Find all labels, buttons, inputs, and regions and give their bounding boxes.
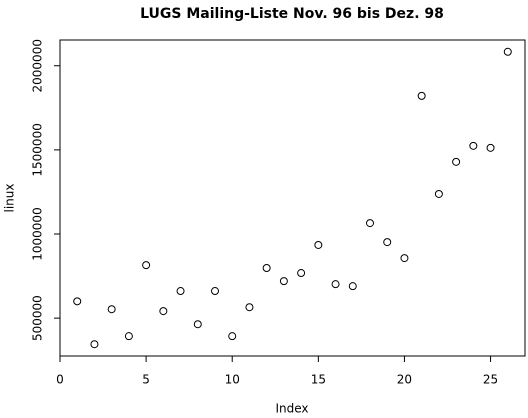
point [262, 263, 271, 272]
y-tick-label: 2000000 [31, 39, 45, 92]
point [400, 254, 409, 263]
point [297, 269, 306, 278]
point [245, 303, 254, 312]
y-tick-label: 1000000 [31, 207, 45, 260]
chart-title: LUGS Mailing-Liste Nov. 96 bis Dez. 98 [140, 6, 444, 22]
point [314, 240, 323, 249]
point [348, 282, 357, 291]
point [452, 157, 461, 166]
point [107, 305, 116, 314]
point [434, 189, 443, 198]
point [331, 280, 340, 289]
point [469, 141, 478, 150]
point [73, 297, 82, 306]
point [417, 91, 426, 100]
plot-frame [59, 39, 526, 357]
point [486, 143, 495, 152]
point [176, 287, 185, 296]
x-tick-label: 10 [225, 373, 240, 387]
point [193, 320, 202, 329]
point [142, 261, 151, 270]
x-tick-label: 25 [483, 373, 498, 387]
point [211, 287, 219, 296]
x-axis-label: Index [275, 402, 308, 416]
point [159, 307, 168, 316]
point [366, 219, 374, 228]
x-tick-label: 5 [142, 373, 150, 387]
point [503, 47, 512, 56]
x-tick-label: 15 [311, 373, 326, 387]
y-tick-label: 500000 [31, 295, 45, 341]
point [228, 332, 237, 341]
y-axis-label: linux [3, 184, 17, 213]
point [383, 238, 392, 247]
y-tick-label: 1500000 [31, 123, 45, 176]
point [124, 332, 133, 341]
x-tick-label: 20 [397, 373, 412, 387]
point [279, 277, 288, 286]
point [90, 340, 99, 349]
x-tick-label: 0 [56, 373, 64, 387]
